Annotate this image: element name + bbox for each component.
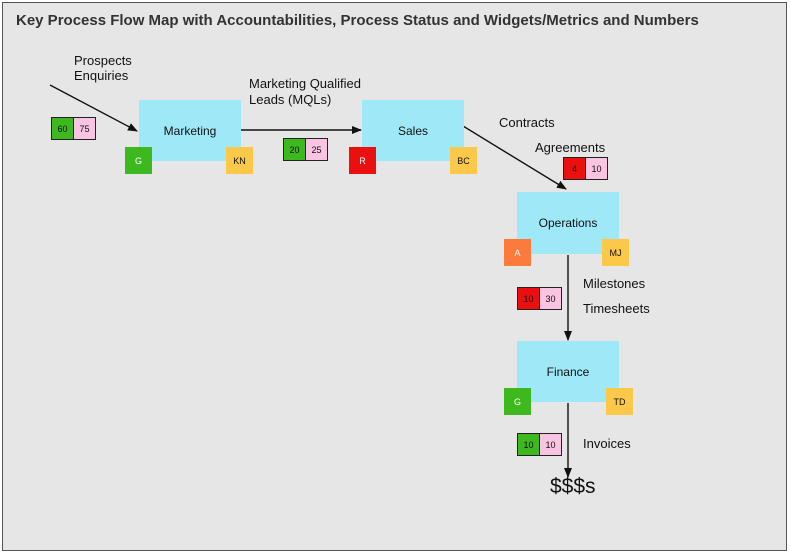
owner-text-finance: TD	[613, 396, 626, 407]
metric-widget-mqls: 20 25	[283, 138, 328, 161]
label-prospects: Prospects	[74, 53, 132, 68]
metric-actual-agreements: 4	[564, 158, 586, 179]
metric-widget-milestones: 10 30	[517, 287, 562, 310]
status-indicator-sales: R	[349, 147, 376, 174]
status-indicator-marketing: G	[125, 147, 152, 174]
metric-actual-enquiries: 60	[52, 118, 74, 139]
owner-badge-finance: TD	[606, 388, 633, 415]
status-indicator-finance: G	[504, 388, 531, 415]
metric-actual-invoices: 10	[518, 434, 540, 455]
owner-badge-operations: MJ	[602, 239, 629, 266]
metric-target-invoices: 10	[540, 434, 561, 455]
label-timesheets: Timesheets	[583, 301, 650, 316]
arrow-sales-to-operations	[462, 125, 567, 190]
label-contracts: Contracts	[499, 115, 555, 130]
owner-text-marketing: KN	[233, 155, 246, 166]
label-mql-line2: Leads (MQLs)	[249, 92, 332, 107]
metric-target-mqls: 25	[306, 139, 327, 160]
process-box-finance: Finance	[517, 341, 619, 402]
diagram-title: Key Process Flow Map with Accountabiliti…	[16, 12, 699, 29]
owner-badge-sales: BC	[450, 147, 477, 174]
status-text-marketing: G	[134, 155, 142, 166]
label-agreements: Agreements	[535, 140, 606, 155]
label-milestones: Milestones	[583, 276, 646, 291]
status-indicator-operations: A	[504, 239, 531, 266]
metric-actual-milestones: 10	[518, 288, 540, 309]
process-box-sales: Sales	[362, 100, 464, 161]
owner-text-operations: MJ	[609, 247, 622, 258]
metric-actual-mqls: 20	[284, 139, 306, 160]
status-text-finance: G	[513, 396, 521, 407]
status-text-operations: A	[514, 247, 521, 258]
label-enquiries: Enquiries	[74, 68, 129, 83]
status-text-sales: R	[359, 155, 366, 166]
process-label-sales: Sales	[397, 123, 429, 138]
process-label-finance: Finance	[546, 364, 590, 379]
metric-target-enquiries: 75	[74, 118, 95, 139]
label-mql-line1: Marketing Qualified	[249, 76, 361, 91]
metric-widget-enquiries: 60 75	[51, 117, 96, 140]
process-label-operations: Operations	[538, 216, 598, 230]
metric-target-agreements: 10	[586, 158, 607, 179]
revenue-output: $$$s	[550, 475, 596, 498]
label-invoices: Invoices	[583, 436, 631, 451]
metric-widget-agreements: 4 10	[563, 157, 608, 180]
process-label-marketing: Marketing	[163, 123, 217, 138]
arrow-prospects-to-marketing	[49, 84, 138, 132]
metric-target-milestones: 30	[540, 288, 561, 309]
metric-widget-invoices: 10 10	[517, 433, 562, 456]
owner-badge-marketing: KN	[226, 147, 253, 174]
owner-text-sales: BC	[457, 155, 470, 166]
process-box-marketing: Marketing	[139, 100, 241, 161]
